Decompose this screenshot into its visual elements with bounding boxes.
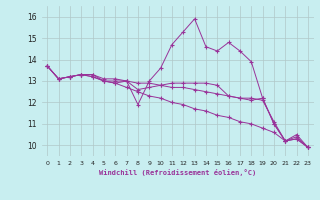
X-axis label: Windchill (Refroidissement éolien,°C): Windchill (Refroidissement éolien,°C): [99, 169, 256, 176]
